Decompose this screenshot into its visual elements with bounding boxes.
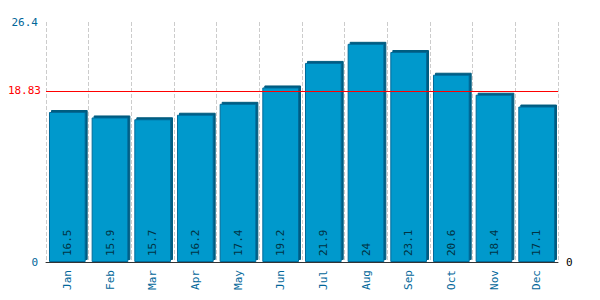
svg-text:17.1: 17.1 bbox=[530, 230, 543, 257]
svg-text:15.9: 15.9 bbox=[104, 230, 117, 257]
svg-text:24: 24 bbox=[360, 242, 373, 256]
svg-text:Dec: Dec bbox=[530, 270, 543, 290]
svg-text:Sep: Sep bbox=[402, 270, 415, 290]
svg-text:Feb: Feb bbox=[104, 270, 117, 290]
svg-text:17.4: 17.4 bbox=[232, 229, 245, 256]
svg-text:16.5: 16.5 bbox=[61, 230, 74, 257]
svg-text:20.6: 20.6 bbox=[445, 230, 458, 257]
svg-text:Jul: Jul bbox=[317, 270, 330, 290]
svg-text:0: 0 bbox=[31, 256, 38, 269]
svg-text:21.9: 21.9 bbox=[317, 230, 330, 257]
svg-text:May: May bbox=[232, 270, 245, 290]
svg-text:26.4: 26.4 bbox=[12, 16, 39, 29]
svg-text:Jun: Jun bbox=[274, 270, 287, 290]
svg-text:16.2: 16.2 bbox=[189, 230, 202, 257]
svg-text:Nov: Nov bbox=[488, 270, 501, 290]
svg-text:Oct: Oct bbox=[445, 270, 458, 290]
svg-text:Apr: Apr bbox=[189, 270, 202, 290]
svg-text:Jan: Jan bbox=[61, 270, 74, 290]
svg-text:15.7: 15.7 bbox=[146, 230, 159, 257]
svg-text:18.83: 18.83 bbox=[8, 84, 41, 97]
svg-text:Mar: Mar bbox=[146, 270, 159, 290]
svg-text:19.2: 19.2 bbox=[274, 230, 287, 257]
svg-text:23.1: 23.1 bbox=[402, 230, 415, 257]
svg-text:18.4: 18.4 bbox=[488, 229, 501, 256]
svg-text:Aug: Aug bbox=[360, 270, 373, 290]
svg-text:0: 0 bbox=[566, 256, 573, 269]
